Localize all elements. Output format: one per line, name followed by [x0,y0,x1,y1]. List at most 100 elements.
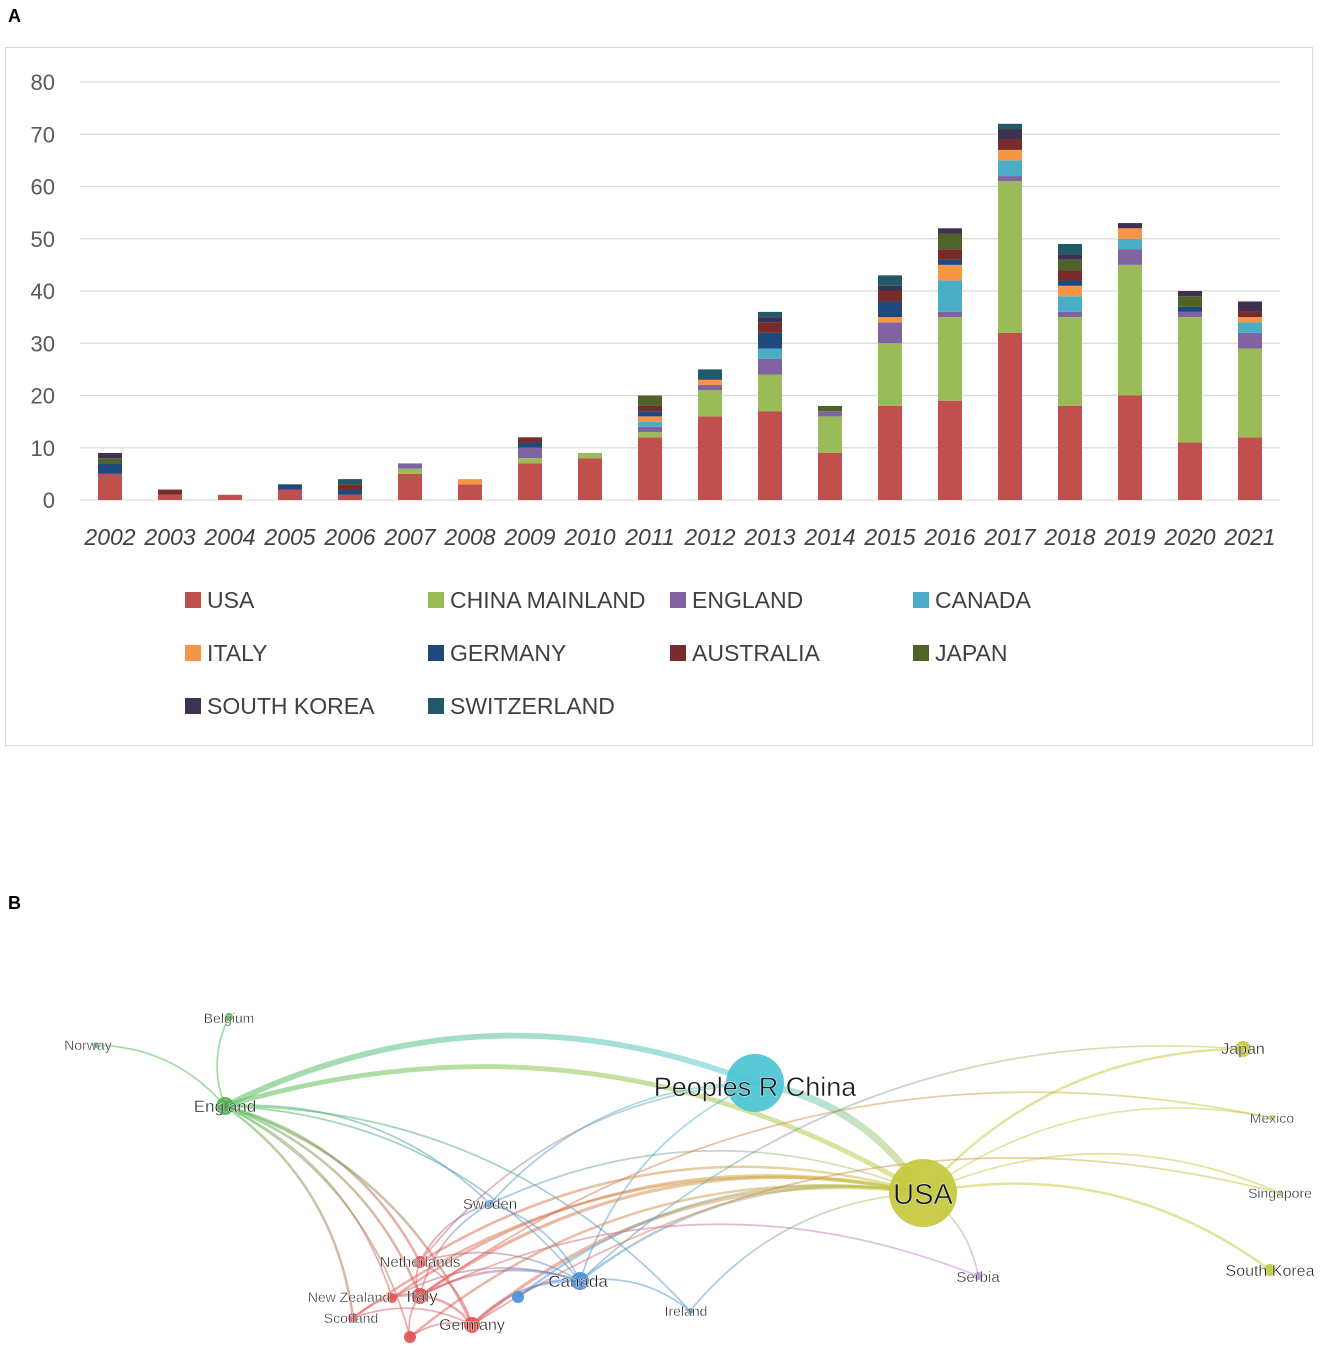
x-tick-label: 2004 [203,524,255,550]
bar-segment-germany-2013 [758,332,782,349]
bar-segment-south-korea-2013 [758,317,782,323]
node-label-germany: Germany [439,1317,505,1334]
node-sweden [486,1200,494,1208]
node-label-serbia: Serbia [956,1269,1000,1286]
bar-segment-usa-2016 [938,400,962,500]
bar-segment-china-mainland-2016 [938,317,962,401]
bar-segment-england-2019 [1118,249,1142,265]
bar-segment-italy-2008 [458,479,482,485]
node-label-japan: Japan [1221,1041,1265,1058]
y-tick-label: 40 [31,279,55,304]
bar-segment-italy-2018 [1058,285,1082,297]
bar-segment-england-2018 [1058,311,1082,318]
legend-swatch [913,592,929,608]
panel-label-b: B [8,893,21,913]
legend-label: GERMANY [450,640,566,666]
bar-segment-switzerland-2017 [998,123,1022,130]
y-tick-label: 0 [43,488,55,513]
node-label-singapore: Singapore [1248,1185,1312,1201]
edge-england-nz [224,1105,393,1299]
node-nz [387,1293,397,1303]
x-tick-label: 2011 [624,524,674,550]
node-singapore [1277,1190,1283,1196]
legend-swatch [185,645,201,661]
x-tick-label: 2016 [923,524,975,550]
edge-usa-canada [578,1185,925,1283]
node-labels: Peoples R China USA England Belgium Norway Ja… [64,1010,1315,1334]
bar-segment-canada-2016 [938,280,962,312]
bar-segment-usa-2013 [758,411,782,500]
edge-singapore-germany [471,1157,1281,1326]
edge-england-ireland [224,1105,691,1312]
edge-japan-canada [579,1045,1244,1282]
node-label-sweden: Sweden [463,1196,517,1213]
x-tick-label: 2002 [83,524,135,550]
node-scotland [348,1313,358,1323]
legend-label: AUSTRALIA [692,640,820,666]
edge-mexico-italy [419,1091,1273,1297]
bar-segment-canada-2021 [1238,322,1262,333]
x-tick-label: 2003 [143,524,195,550]
x-tick-label: 2020 [1163,524,1215,550]
bar-segment-italy-2019 [1118,228,1142,239]
legend-item-italy: ITALY [185,640,268,666]
bar-segment-australia-2016 [938,249,962,260]
y-tick-label: 20 [31,384,55,409]
bar-segment-germany-2006 [338,489,362,495]
bar-segment-china-mainland-2017 [998,181,1022,333]
edge-usa-netherlands [418,1165,925,1264]
bar-segment-usa-2002 [98,473,122,500]
legend-swatch [185,698,201,714]
node-norway [93,1042,99,1048]
edge-usa-blue2 [516,1184,925,1299]
legend-label: ENGLAND [692,587,803,613]
edge-england-usa [222,1064,926,1196]
edge-netherlands-germany [419,1261,473,1326]
bar-segment-japan-2014 [818,405,842,412]
bar-segment-england-2011 [638,426,662,433]
legend-swatch [428,592,444,608]
node-label-scotland: Scotland [324,1310,378,1326]
bar-segment-china-mainland-2014 [818,416,842,453]
node-canada [571,1272,589,1290]
legend-item-japan: JAPAN [913,640,1007,666]
bar-segment-australia-2013 [758,322,782,333]
node-label-skorea: South Korea [1226,1263,1315,1280]
bar-segment-china-mainland-2018 [1058,317,1082,406]
bar-segment-canada-2013 [758,348,782,359]
bar-segment-canada-2019 [1118,238,1142,250]
bar-segment-australia-2003 [158,489,182,495]
edge-england-norway [95,1044,226,1107]
bar-segment-usa-2010 [578,458,602,500]
edge-usa-skorea [921,1182,1272,1272]
y-tick-label: 80 [31,70,55,95]
legend-label: ITALY [207,640,268,666]
x-tick-label: 2012 [683,524,735,550]
bar-segment-germany-2018 [1058,280,1082,286]
edge-england-china [222,1032,758,1109]
node-red5 [404,1331,416,1343]
bar-segment-canada-2018 [1058,296,1082,312]
legend-label: SOUTH KOREA [207,693,375,719]
bar-segment-usa-2011 [638,437,662,500]
bar-segment-england-2020 [1178,311,1202,318]
legend-item-canada: CANADA [913,587,1032,613]
bar-segment-germany-2009 [518,442,542,448]
bar-segment-australia-2015 [878,291,902,302]
node-label-italy: Italy [406,1287,438,1306]
bar-segment-south-korea-2015 [878,285,902,291]
edge-netherlands-sweden [419,1203,491,1263]
bar-segment-australia-2011 [638,405,662,412]
node-label-mexico: Mexico [1250,1110,1295,1126]
x-tick-label: 2007 [383,524,436,550]
edge-usa-germany [470,1185,925,1327]
bar-segment-england-2007 [398,463,422,469]
edges [95,1016,1281,1339]
x-tick-label: 2017 [983,524,1036,550]
bar-segment-england-2012 [698,385,722,391]
node-label-ireland: Ireland [665,1303,708,1319]
bar-segment-south-korea-2002 [98,452,122,459]
legend-swatch [428,645,444,661]
bar-segment-switzerland-2015 [878,275,902,286]
panel-label-a: A [8,6,21,26]
